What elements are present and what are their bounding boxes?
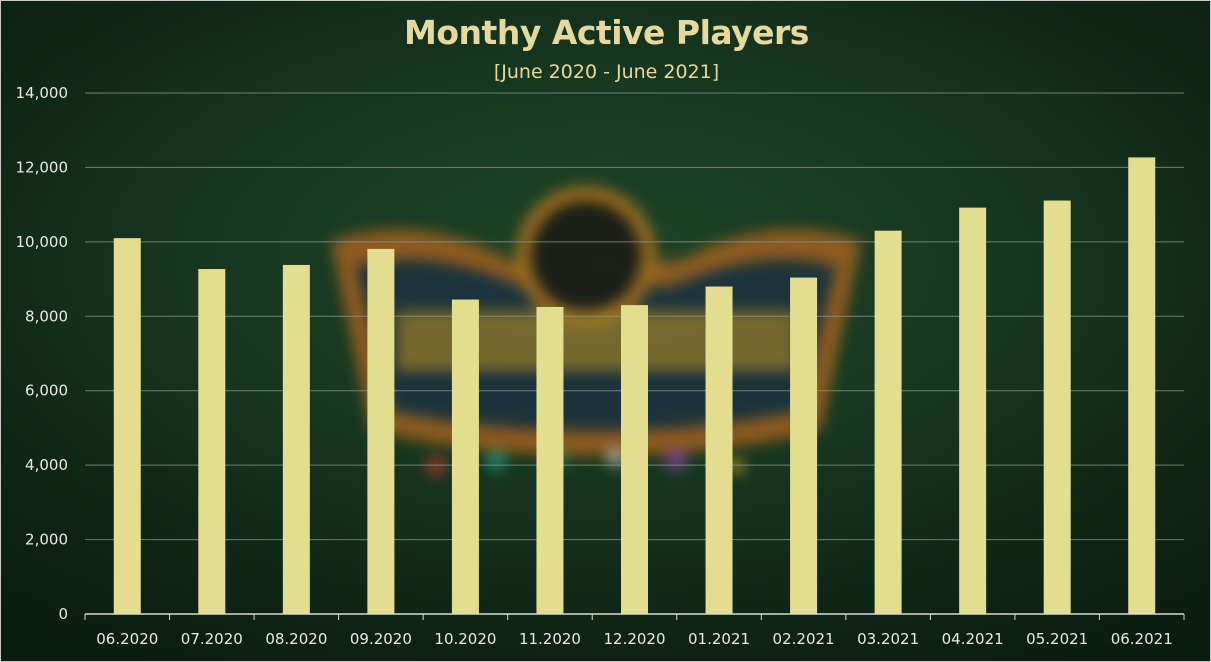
- x-tick-label: 04.2021: [942, 630, 1004, 648]
- bar-03.2021: [874, 230, 902, 614]
- axes: [84, 613, 1185, 620]
- y-tick-label: 8,000: [25, 307, 68, 325]
- bar-01.2021: [705, 286, 733, 614]
- bar-02.2021: [790, 277, 818, 614]
- x-tick-label: 08.2020: [265, 630, 327, 648]
- x-tick-labels: 06.2020 07.2020 08.2020 09.2020 10.2020 11.20…: [96, 630, 1172, 648]
- x-tick-label: 03.2021: [857, 630, 919, 648]
- bar-12.2020: [621, 305, 648, 614]
- y-tick-label: 6,000: [25, 382, 68, 400]
- bar-10.2020: [451, 299, 479, 614]
- bar-05.2021: [1043, 200, 1071, 614]
- y-tick-labels: 0 2,000 4,000 6,000 8,000 10,000 12,000 14,000: [16, 84, 69, 623]
- bars: [113, 157, 1156, 614]
- x-tick-label: 12.2020: [603, 630, 665, 648]
- x-tick-label: 09.2020: [350, 630, 412, 648]
- chart-title: Monthy Active Players: [404, 13, 809, 52]
- bar-06.2021: [1128, 157, 1156, 614]
- bar-09.2020: [367, 248, 395, 614]
- x-tick-label: 07.2020: [181, 630, 243, 648]
- x-tick-label: 01.2021: [688, 630, 750, 648]
- x-tick-label: 11.2020: [519, 630, 581, 648]
- bar-08.2020: [282, 264, 310, 614]
- x-tick-label: 05.2021: [1026, 630, 1088, 648]
- x-tick-label: 02.2021: [773, 630, 835, 648]
- chart-subtitle: [June 2020 - June 2021]: [493, 61, 720, 83]
- x-tick-label: 06.2021: [1111, 630, 1173, 648]
- bar-11.2020: [536, 306, 564, 614]
- bar-04.2021: [959, 207, 987, 614]
- y-tick-label: 2,000: [25, 531, 68, 549]
- y-tick-label: 0: [58, 605, 68, 623]
- x-tick-label: 10.2020: [434, 630, 496, 648]
- x-tick-label: 06.2020: [96, 630, 158, 648]
- y-tick-label: 14,000: [16, 84, 69, 102]
- bar-07.2020: [198, 269, 226, 614]
- y-tick-label: 4,000: [25, 456, 68, 474]
- bar-06.2020: [113, 238, 141, 614]
- y-tick-label: 10,000: [16, 233, 69, 251]
- y-tick-label: 12,000: [16, 158, 69, 176]
